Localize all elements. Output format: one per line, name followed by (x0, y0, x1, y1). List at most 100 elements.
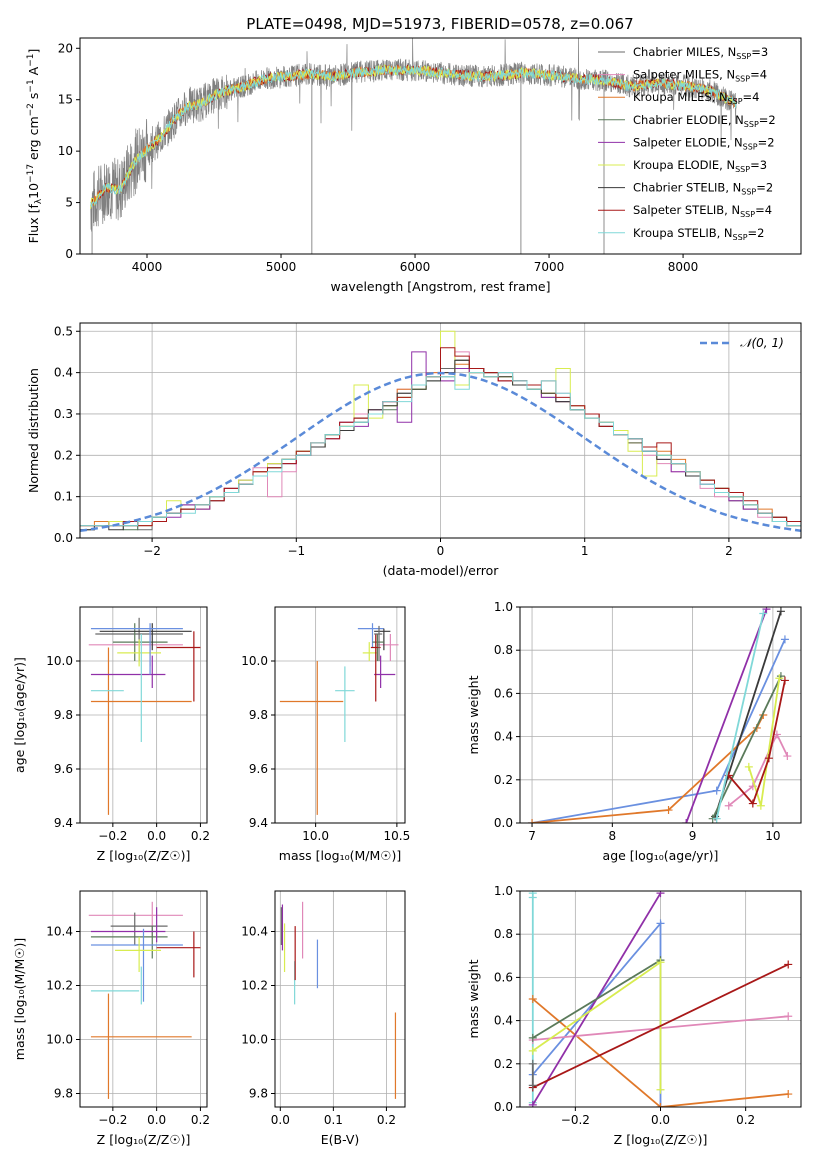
x-axis-label: (data-model)/error (383, 563, 500, 578)
plot-area (280, 901, 397, 1099)
y-axis-label: Flux [fλ10−17 erg cm−2 s−1 A−1] (26, 49, 44, 244)
x-axis-label: Z [log₁₀(Z/Z☉)] (97, 1132, 191, 1147)
series-marker (775, 674, 784, 683)
y-label-part: −1 (26, 79, 36, 92)
histogram-kroupa-stelib (80, 372, 801, 527)
series-line (532, 963, 789, 1089)
y-tick-label: 0.6 (494, 686, 513, 700)
legend-label-tail: =2 (748, 226, 765, 240)
series-marker (528, 1081, 537, 1090)
legend-label: Chabrier STELIB, NSSP=2 (633, 181, 773, 197)
legend-label-sub: SSP (741, 188, 756, 197)
y-axis-label: age [log₁₀(age/yr)] (12, 657, 27, 773)
legend-label-sub: SSP (740, 210, 755, 219)
series-marker (776, 607, 785, 616)
x-tick-label: 0.1 (324, 1113, 343, 1127)
x-axis-label: Z [log₁₀(Z/Z☉)] (97, 848, 191, 863)
y-tick-label: 10 (58, 144, 73, 158)
series-marker (682, 819, 691, 823)
legend-label-sub: SSP (743, 142, 758, 151)
series-marker (784, 1012, 793, 1021)
series-marker (712, 786, 721, 795)
x-tick-label: 0.2 (377, 1113, 396, 1127)
errorbar-salpeter-stelib (156, 931, 201, 978)
y-tick-label: 0.2 (494, 1057, 513, 1071)
y-tick-label: 0.0 (54, 531, 73, 545)
series-salpeter-elodie (682, 607, 771, 823)
errorbar-salpeter-elodie (90, 907, 166, 943)
errorbar-chabrier-stelib (99, 623, 192, 651)
series-line (728, 732, 789, 807)
grid-lines (520, 606, 801, 824)
mass-vs-metallicity-panel: −0.2 0.0 0.2 9.8 10.0 10.2 10.4 Z [log₁₀(Z/Z☉)]… (12, 890, 210, 1147)
plot-area (528, 891, 793, 1107)
series-line (711, 675, 782, 820)
y-label-part: −1 (26, 54, 36, 67)
series-marker (783, 752, 792, 761)
legend-label-text: Kroupa ELODIE, N (633, 158, 735, 172)
x-tick-label: 6000 (400, 260, 431, 274)
y-tick-label: 10.0 (241, 654, 268, 668)
y-tick-label: 20 (58, 41, 73, 55)
y-tick-label: 5 (65, 196, 73, 210)
legend-label: Kroupa MILES, NSSP=4 (633, 90, 759, 106)
y-axis-label: mass weight (466, 675, 481, 754)
series-marker (776, 672, 785, 681)
y-tick-label: 0.6 (494, 970, 513, 984)
x-tick-label: 9 (689, 829, 697, 843)
series-line (728, 680, 786, 806)
series-salpeter-miles (724, 730, 792, 810)
axes: 4000 5000 6000 7000 8000 0 5 10 15 20 wavelength [… (26, 37, 802, 294)
residuals-panel: −2 −1 0 1 2 0.0 0.1 0.2 0.3 0.4 0.5 (data-model)/er… (26, 322, 802, 578)
errorbar-kroupa-stelib (90, 634, 142, 742)
series-marker (762, 607, 771, 614)
axes: −0.2 0.0 0.2 0.0 0.2 0.4 0.6 0.8 1.0 Z [log₁₀(Z/Z… (466, 884, 802, 1147)
series-kroupa-stelib (712, 609, 768, 823)
series-marker (656, 891, 665, 898)
x-tick-label: 0.2 (736, 1113, 755, 1127)
y-tick-label: 10.0 (241, 1033, 268, 1047)
age-vs-metallicity-panel: −0.2 0.0 0.2 9.4 9.6 9.8 10.0 Z [log₁₀(Z/Z☉)] ag… (12, 606, 210, 863)
errorbar-kroupa-miles (90, 993, 192, 1099)
y-tick-label: 0.1 (54, 490, 73, 504)
series-marker (664, 806, 673, 815)
x-tick-label: 4000 (132, 260, 163, 274)
series-marker (780, 676, 789, 685)
series-marker (756, 801, 765, 810)
errorbar-salpeter-elodie (90, 655, 166, 688)
legend-label-text: Chabrier MILES, N (633, 45, 736, 59)
legend-label-tail: =4 (755, 203, 772, 217)
series-miles-blue (528, 635, 789, 823)
y-axis-label: mass [log₁₀(M/M☉)] (12, 938, 27, 1060)
series-marker (656, 958, 665, 967)
legend-label: Kroupa ELODIE, NSSP=3 (633, 158, 767, 174)
series-marker (759, 609, 768, 618)
axes: −2 −1 0 1 2 0.0 0.1 0.2 0.3 0.4 0.5 (data-model)/er… (26, 322, 802, 578)
axes: 7 8 9 10 0.0 0.2 0.4 0.6 0.8 1.0 age [log₁₀(age/yr… (466, 600, 802, 863)
x-axis-label: E(B-V) (321, 1132, 360, 1147)
legend-label: Salpeter MILES, NSSP=4 (633, 68, 767, 84)
y-tick-label: 0.8 (494, 927, 513, 941)
grid-lines (275, 891, 405, 1107)
series-marker (528, 1046, 537, 1055)
plot-area (528, 607, 792, 823)
series-marker (656, 919, 665, 928)
y-tick-label: 0.0 (494, 816, 513, 830)
series-line (685, 608, 768, 823)
x-tick-label: 0.0 (651, 1113, 670, 1127)
plot-area (80, 330, 801, 533)
x-tick-label: −0.2 (98, 829, 127, 843)
age-vs-mass-panel: 10.0 10.5 9.4 9.6 9.8 10.0 mass [log₁₀(M/M☉)] (241, 606, 410, 863)
legend-label-sub: SSP (728, 97, 743, 106)
series-miles-blue (528, 919, 665, 1107)
y-tick-label: 0.0 (494, 1100, 513, 1114)
series-marker (656, 1085, 665, 1094)
mass-vs-extinction-panel: 0.0 0.1 0.2 9.8 10.0 10.2 10.4 E(B-V) (241, 890, 406, 1147)
errorbar-chabrier-miles (374, 625, 383, 661)
legend-label: 𝒩(0, 1) (740, 336, 784, 350)
series-marker (764, 754, 773, 763)
x-tick-label: 8 (609, 829, 617, 843)
legend-label: Salpeter ELODIE, NSSP=2 (633, 135, 775, 151)
series-salpeter-stelib (724, 676, 789, 808)
legend-label-text: Salpeter ELODIE, N (633, 135, 743, 149)
